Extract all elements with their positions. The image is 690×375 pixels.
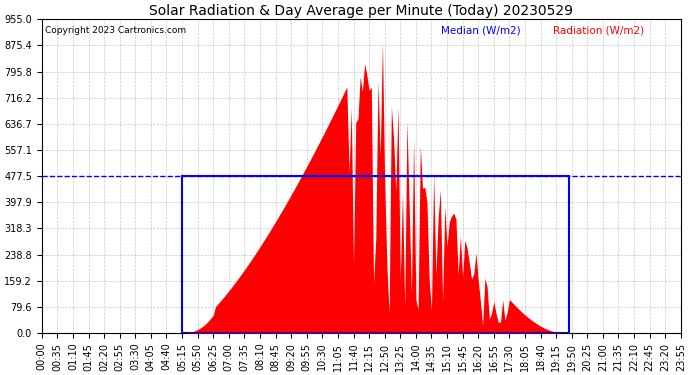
Text: Radiation (W/m2): Radiation (W/m2) [553,26,644,36]
Text: Copyright 2023 Cartronics.com: Copyright 2023 Cartronics.com [45,26,186,34]
Title: Solar Radiation & Day Average per Minute (Today) 20230529: Solar Radiation & Day Average per Minute… [149,4,573,18]
Bar [182,176,569,333]
Text: Median (W/m2): Median (W/m2) [441,26,521,36]
